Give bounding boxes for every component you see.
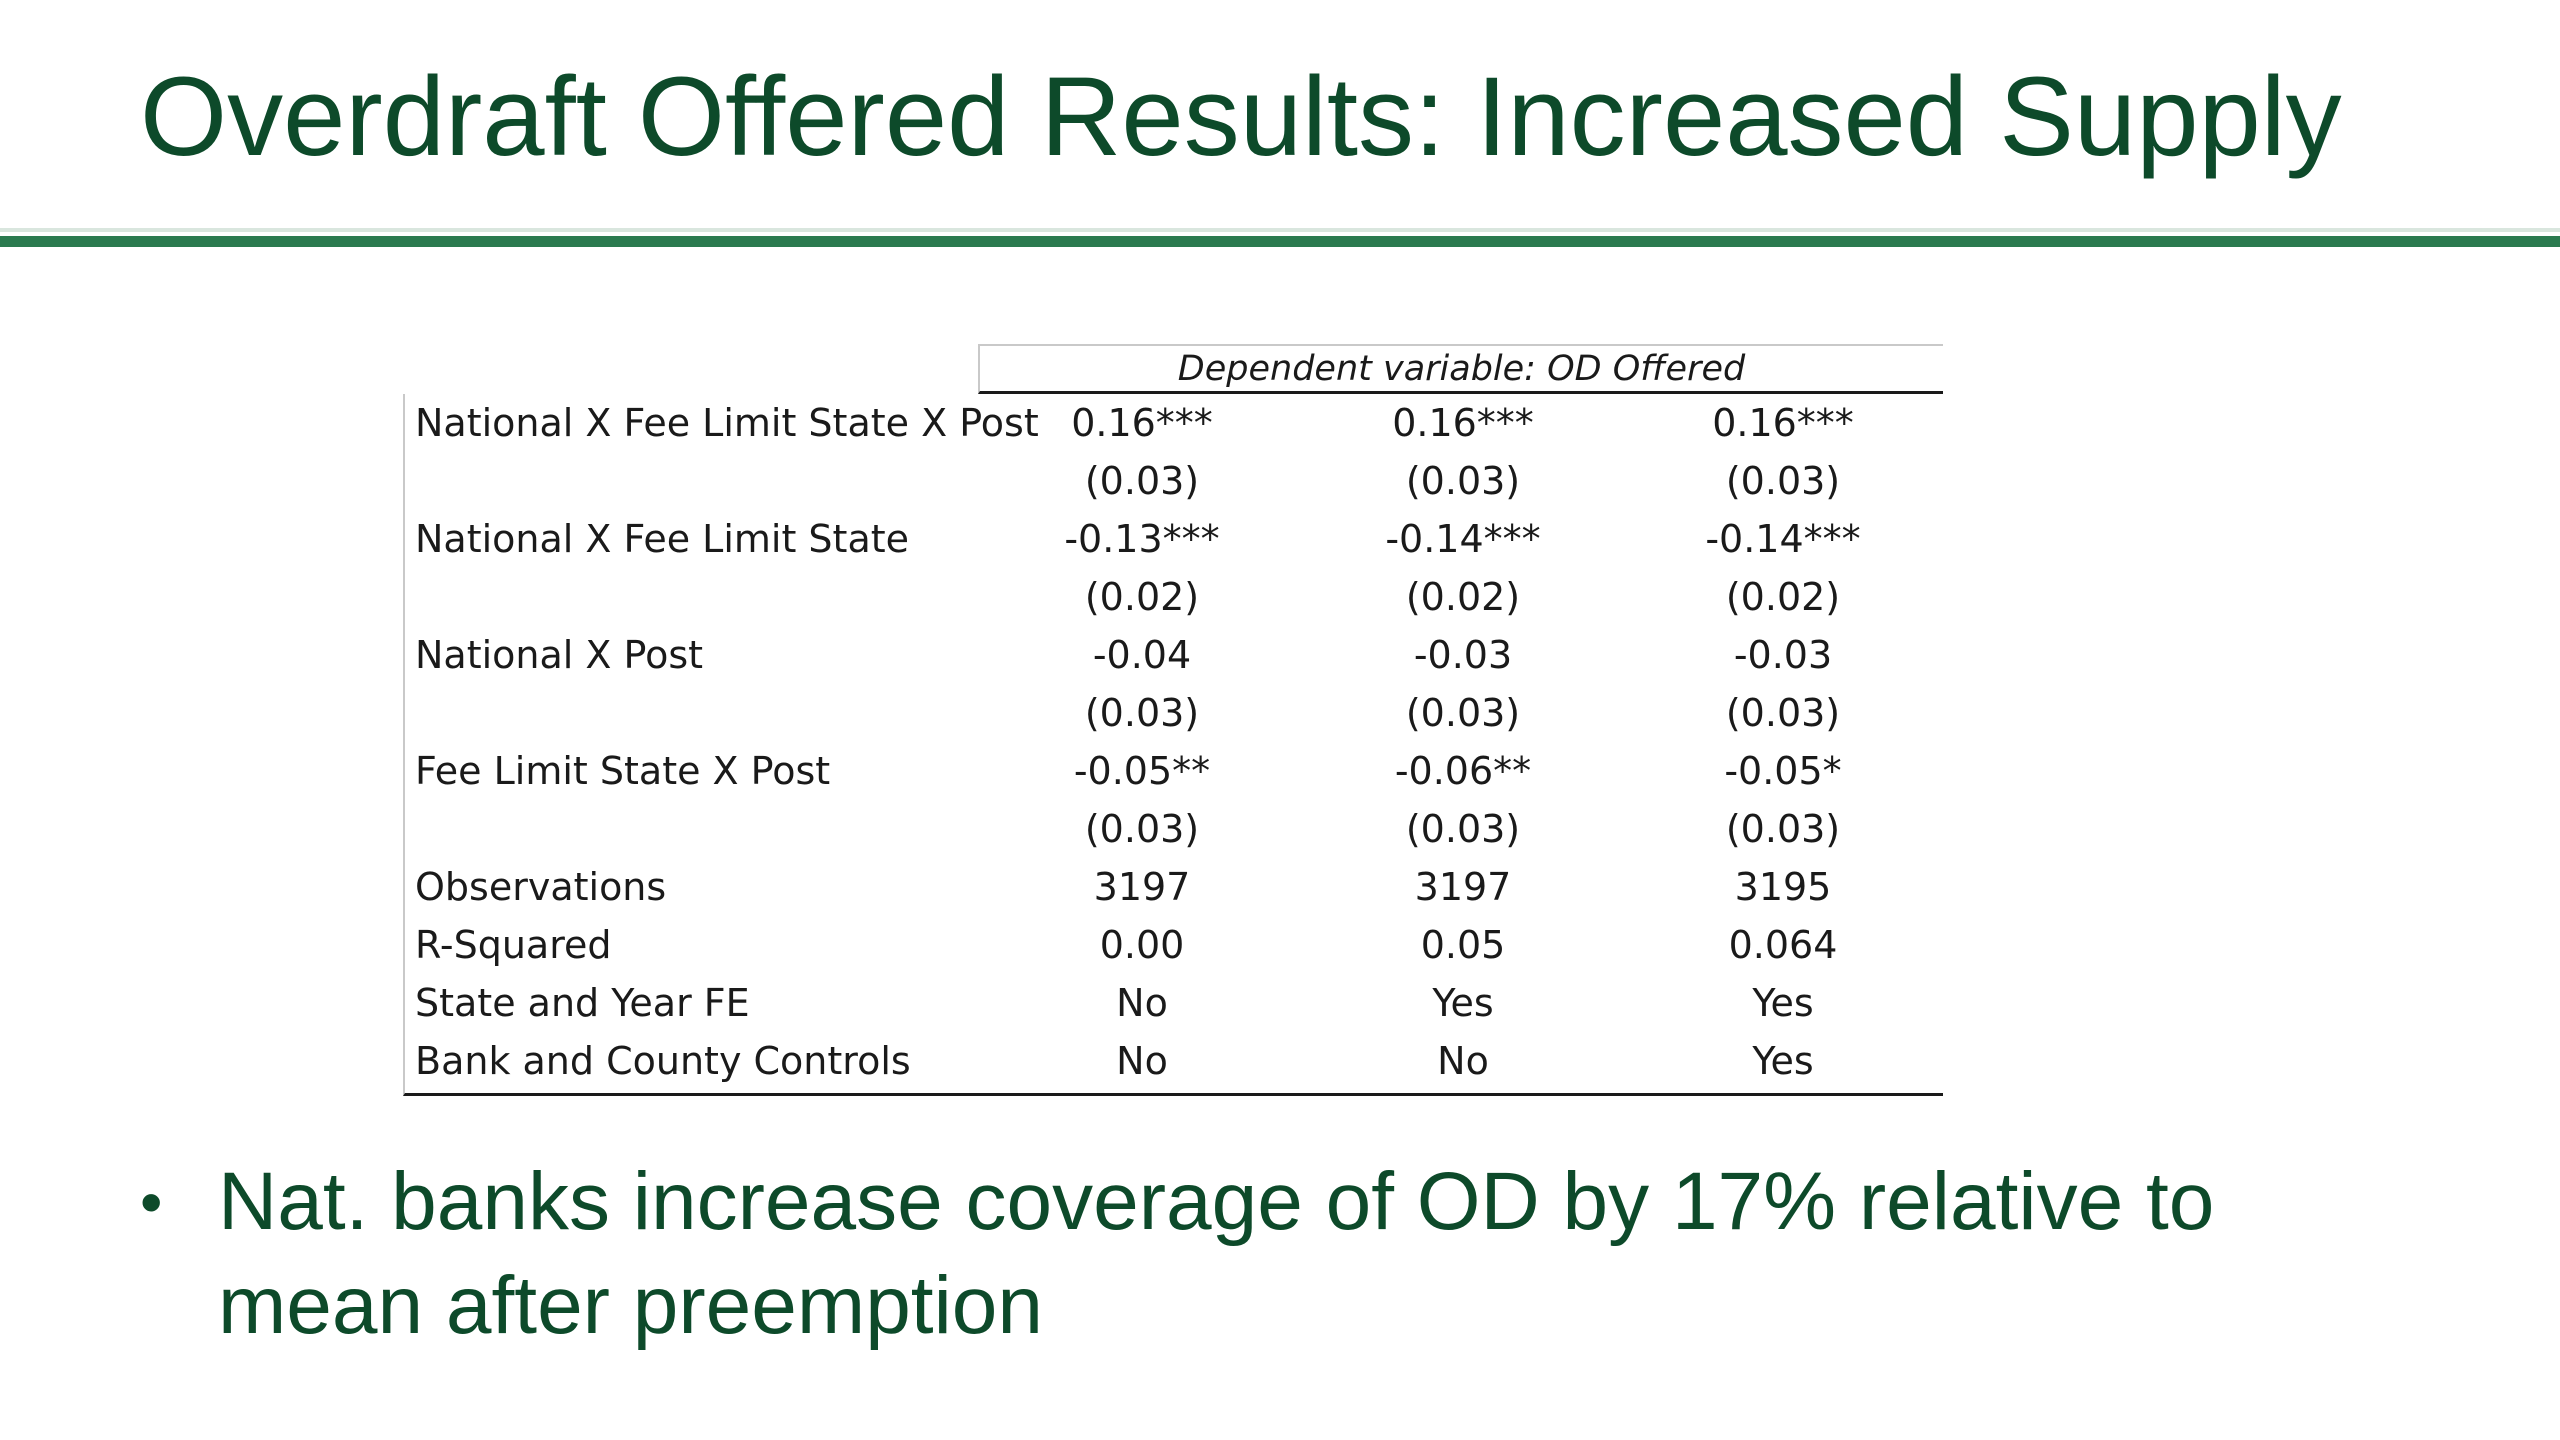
row-label: Bank and County Controls <box>415 1039 911 1083</box>
table-cell: (0.03) <box>1725 691 1841 735</box>
table-cell: (0.02) <box>1405 575 1521 619</box>
table-cell: 0.16*** <box>1712 401 1854 445</box>
table-cell: (0.02) <box>1084 575 1200 619</box>
table-cell: Yes <box>1752 981 1814 1025</box>
table-cell: -0.14*** <box>1705 517 1861 561</box>
table-body: National X Fee Limit State X Post 0.16**… <box>403 394 1943 1096</box>
table-cell: 0.064 <box>1728 923 1838 967</box>
table-cell: -0.04 <box>1092 633 1192 677</box>
dependent-variable-header: Dependent variable: OD Offered <box>978 344 1943 394</box>
table-cell: No <box>1116 981 1168 1025</box>
table-row: Fee Limit State X Post -0.05** -0.06** -… <box>405 742 1945 800</box>
table-cell: 0.16*** <box>1071 401 1213 445</box>
row-label: National X Post <box>415 633 704 677</box>
table-cell: (0.03) <box>1405 459 1521 503</box>
table-cell: Yes <box>1752 1039 1814 1083</box>
row-label: National X Fee Limit State <box>415 517 910 561</box>
table-cell: 3195 <box>1734 865 1832 909</box>
table-row: National X Fee Limit State -0.13*** -0.1… <box>405 510 1945 568</box>
table-cell: No <box>1437 1039 1489 1083</box>
bullet-text: Nat. banks increase coverage of OD by 17… <box>218 1156 2215 1351</box>
row-label: Observations <box>415 865 667 909</box>
title-divider <box>0 236 2560 247</box>
table-cell: 0.00 <box>1099 923 1185 967</box>
table-row: Bank and County Controls No No Yes <box>405 1032 1945 1090</box>
row-label: R-Squared <box>415 923 612 967</box>
table-cell: -0.13*** <box>1064 517 1220 561</box>
bullet-marker: • <box>140 1166 163 1238</box>
table-cell: (0.03) <box>1405 807 1521 851</box>
table-row: National X Fee Limit State X Post 0.16**… <box>405 394 1945 452</box>
table-cell: (0.03) <box>1725 807 1841 851</box>
table-row: (0.03) (0.03) (0.03) <box>405 800 1945 858</box>
table-cell: (0.03) <box>1405 691 1521 735</box>
table-cell: -0.03 <box>1733 633 1833 677</box>
row-label: National X Fee Limit State X Post <box>415 401 1039 445</box>
table-cell: Yes <box>1432 981 1494 1025</box>
table-cell: 3197 <box>1414 865 1512 909</box>
table-cell: (0.03) <box>1725 459 1841 503</box>
table-row: National X Post -0.04 -0.03 -0.03 <box>405 626 1945 684</box>
table-cell: -0.03 <box>1413 633 1513 677</box>
table-cell: -0.05* <box>1724 749 1842 793</box>
table-row: (0.03) (0.03) (0.03) <box>405 452 1945 510</box>
table-cell: 3197 <box>1093 865 1191 909</box>
table-row: State and Year FE No Yes Yes <box>405 974 1945 1032</box>
table-cell: (0.03) <box>1084 691 1200 735</box>
table-cell: 0.05 <box>1420 923 1506 967</box>
table-cell: -0.06** <box>1394 749 1532 793</box>
table-cell: 0.16*** <box>1392 401 1534 445</box>
table-cell: -0.05** <box>1073 749 1211 793</box>
table-row: (0.03) (0.03) (0.03) <box>405 684 1945 742</box>
table-row: (0.02) (0.02) (0.02) <box>405 568 1945 626</box>
table-cell: (0.03) <box>1084 807 1200 851</box>
table-row: Observations 3197 3197 3195 <box>405 858 1945 916</box>
row-label: State and Year FE <box>415 981 750 1025</box>
slide-title: Overdraft Offered Results: Increased Sup… <box>140 54 2342 179</box>
table-row: R-Squared 0.00 0.05 0.064 <box>405 916 1945 974</box>
row-label: Fee Limit State X Post <box>415 749 831 793</box>
table-cell: -0.14*** <box>1385 517 1541 561</box>
table-cell: (0.02) <box>1725 575 1841 619</box>
title-rule-shadow <box>0 228 2560 232</box>
table-cell: No <box>1116 1039 1168 1083</box>
table-cell: (0.03) <box>1084 459 1200 503</box>
